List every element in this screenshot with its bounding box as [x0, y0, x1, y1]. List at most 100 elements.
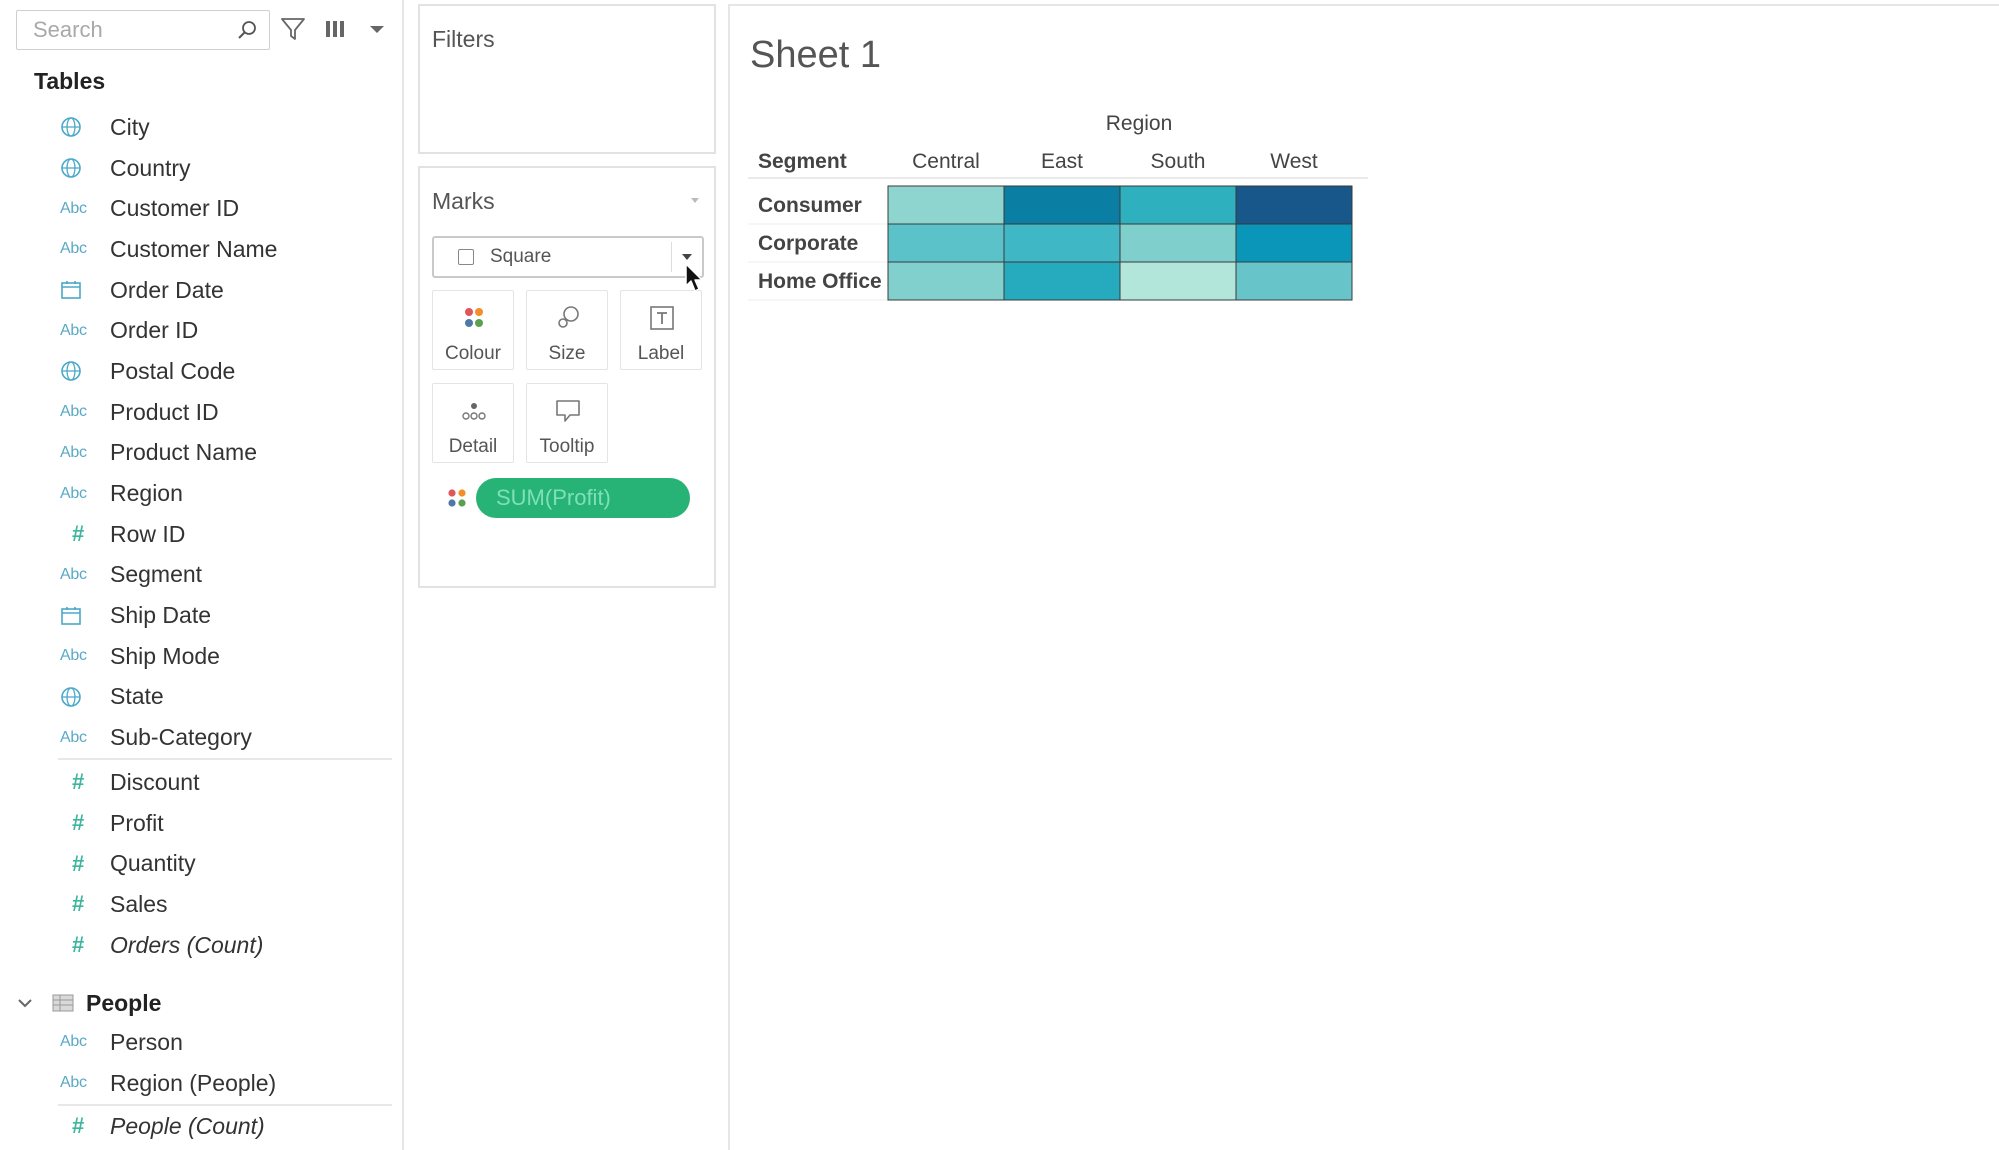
field-label: Order Date [110, 276, 224, 303]
field-product-name[interactable]: Abc Product Name [60, 433, 277, 474]
heatmap-cell-corporate-east[interactable] [1003, 223, 1121, 263]
abc-icon: Abc [60, 403, 87, 421]
field-label: City [110, 113, 150, 140]
field-label: Product ID [110, 398, 219, 425]
field-label: Row ID [110, 520, 186, 547]
heatmap-cell-home-office-south[interactable] [1119, 261, 1237, 301]
abc-icon: Abc [60, 728, 87, 746]
heatmap-cell-consumer-east[interactable] [1003, 185, 1121, 225]
field-order-date[interactable]: Order Date [60, 270, 277, 311]
colour-dots-icon [448, 489, 466, 507]
field-city[interactable]: City [60, 107, 277, 148]
column-label-south[interactable]: South [1151, 150, 1206, 173]
field-label: Profit [110, 809, 164, 836]
tables-heading: Tables [34, 68, 106, 94]
label-button[interactable]: Label [620, 290, 702, 370]
detail-button-label: Detail [448, 436, 498, 457]
heatmap-cell-home-office-central[interactable] [887, 261, 1005, 301]
field-customer-name[interactable]: Abc Customer Name [60, 229, 277, 270]
caret-down-icon[interactable] [688, 194, 702, 206]
heatmap-cell-consumer-central[interactable] [887, 185, 1005, 225]
search-icon[interactable] [237, 19, 259, 41]
size-button[interactable]: Size [526, 290, 608, 370]
row-label-consumer[interactable]: Consumer [758, 194, 862, 217]
colour-dots-icon [465, 308, 483, 327]
column-label-east[interactable]: East [1041, 150, 1083, 173]
field-row-id[interactable]: # Row ID [60, 514, 277, 555]
field-label: Sub-Category [110, 724, 252, 751]
field-sub-category[interactable]: Abc Sub-Category [60, 717, 277, 758]
field-product-id[interactable]: Abc Product ID [60, 392, 277, 433]
columns-view-icon[interactable] [322, 14, 352, 44]
abc-icon: Abc [60, 484, 87, 502]
calendar-icon [60, 279, 110, 301]
field-state[interactable]: State [60, 677, 277, 718]
heatmap-chart: Region Segment Central East South West Cons… [748, 112, 1368, 301]
field-profit[interactable]: # Profit [60, 803, 263, 844]
abc-icon: Abc [60, 1074, 87, 1092]
field-order-id[interactable]: Abc Order ID [60, 310, 277, 351]
abc-icon: Abc [60, 565, 87, 583]
people-table-header[interactable]: People [10, 988, 161, 1018]
field-label: Postal Code [110, 357, 236, 384]
search-box[interactable] [16, 10, 270, 50]
heatmap-cell-corporate-south[interactable] [1119, 223, 1237, 263]
field-person[interactable]: Abc Person [60, 1022, 276, 1063]
row-label-home-office[interactable]: Home Office [758, 270, 882, 293]
heatmap-cell-corporate-central[interactable] [887, 223, 1005, 263]
search-input[interactable] [17, 11, 227, 49]
column-label-west[interactable]: West [1270, 150, 1318, 173]
field-ship-date[interactable]: Ship Date [60, 595, 277, 636]
field-region-people[interactable]: Abc Region (People) [60, 1063, 276, 1104]
field-label: Ship Mode [110, 642, 220, 669]
sheet-title: Sheet 1 [750, 34, 881, 76]
heatmap-cell-consumer-south[interactable] [1119, 185, 1237, 225]
caret-down-icon[interactable] [680, 252, 694, 262]
field-customer-id[interactable]: Abc Customer ID [60, 188, 277, 229]
abc-icon: Abc [60, 199, 87, 217]
people-field-list: Abc Person Abc Region (People) [60, 1022, 276, 1103]
field-label: Sales [110, 890, 168, 917]
field-orders-count[interactable]: # Orders (Count) [60, 925, 263, 966]
field-discount[interactable]: # Discount [60, 762, 263, 803]
chevron-down-icon[interactable] [10, 997, 40, 1009]
marks-card: Marks Square [418, 166, 716, 588]
field-sales[interactable]: # Sales [60, 884, 263, 925]
detail-button[interactable]: Detail [432, 383, 514, 463]
worksheet-view: Sheet 1 Region Segment Central East South W… [728, 4, 1999, 1150]
heatmap-cell-consumer-west[interactable] [1235, 185, 1353, 225]
measure-field-list: # Discount # Profit # Quantity # Sales # Orders (… [60, 762, 263, 965]
mouse-cursor-icon [685, 263, 703, 292]
column-label-central[interactable]: Central [912, 150, 980, 173]
field-segment[interactable]: Abc Segment [60, 555, 277, 596]
field-label: Order ID [110, 317, 199, 344]
hash-icon: # [72, 850, 85, 876]
heatmap-cell-home-office-east[interactable] [1003, 261, 1121, 301]
field-region[interactable]: Abc Region [60, 473, 277, 514]
tooltip-button[interactable]: Tooltip [526, 383, 608, 463]
tooltip-button-label: Tooltip [539, 436, 595, 457]
field-label: People (Count) [110, 1112, 265, 1139]
heatmap-cell-corporate-west[interactable] [1235, 223, 1353, 263]
row-label-corporate[interactable]: Corporate [758, 232, 858, 255]
heatmap-cell-home-office-west[interactable] [1235, 261, 1353, 301]
dimension-field-list: City Country Abc Customer ID Abc Customer Nam… [60, 107, 277, 758]
caret-down-icon[interactable] [362, 14, 392, 44]
field-quantity[interactable]: # Quantity [60, 843, 263, 884]
field-label: Customer Name [110, 235, 278, 262]
square-mark-icon [458, 249, 474, 265]
filter-icon[interactable] [278, 14, 308, 44]
globe-icon [60, 157, 110, 179]
sum-profit-pill[interactable]: SUM(Profit) [476, 478, 690, 518]
field-ship-mode[interactable]: Abc Ship Mode [60, 636, 277, 677]
detail-dots-icon [462, 403, 486, 420]
field-country[interactable]: Country [60, 148, 277, 189]
field-postal-code[interactable]: Postal Code [60, 351, 277, 392]
abc-icon: Abc [60, 321, 87, 339]
colour-button[interactable]: Colour [432, 290, 514, 370]
field-people-count[interactable]: # People (Count) [60, 1106, 265, 1147]
mark-type-dropdown[interactable]: Square [432, 236, 704, 278]
tooltip-bubble-icon [556, 400, 580, 422]
size-shapes-icon [558, 306, 579, 328]
filters-shelf[interactable]: Filters [418, 4, 716, 154]
